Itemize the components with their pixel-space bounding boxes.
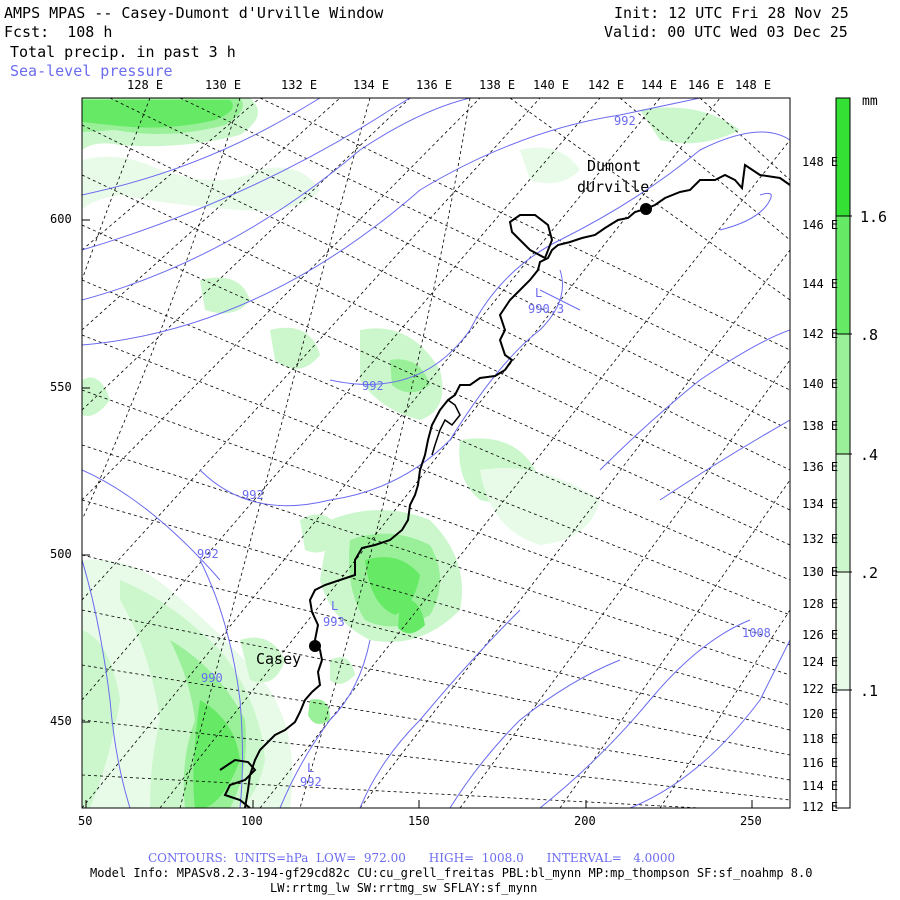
- y-tick-500: 500: [50, 547, 72, 561]
- x-tick-250: 250: [740, 814, 762, 828]
- colorbar: [835, 97, 852, 809]
- right-lon-tick: 120 E: [802, 707, 839, 721]
- right-lon-tick: 116 E: [802, 756, 839, 770]
- top-lon-tick: 138 E: [479, 78, 516, 92]
- colorbar-label-4: .2: [860, 564, 879, 582]
- top-lon-tick: 128 E: [127, 78, 164, 92]
- top-lon-tick: 144 E: [641, 78, 678, 92]
- colorbar-label-5: .1: [860, 682, 879, 700]
- right-lon-tick: 140 E: [802, 377, 839, 391]
- casey-label: Casey: [256, 650, 302, 668]
- x-tick-100: 100: [241, 814, 263, 828]
- right-lon-tick: 126 E: [802, 628, 839, 642]
- colorbar-swatch-1: [836, 98, 850, 216]
- y-tick-600: 600: [50, 212, 72, 226]
- right-lon-tick: 146 E: [802, 218, 839, 232]
- colorbar-label-3: .4: [860, 446, 879, 464]
- casey-station-dot: [309, 640, 321, 652]
- top-lon-tick: 136 E: [416, 78, 453, 92]
- low-marker: L: [331, 599, 339, 613]
- low-marker: L: [535, 286, 543, 300]
- right-lon-tick: 128 E: [802, 597, 839, 611]
- colorbar-label-1: 1.6: [860, 208, 888, 226]
- top-lon-tick: 140 E: [533, 78, 570, 92]
- right-lon-tick: 132 E: [802, 532, 839, 546]
- right-lon-tick: 118 E: [802, 732, 839, 746]
- contour-info: CONTOURS: UNITS=hPa LOW= 972.00 HIGH= 10…: [148, 851, 676, 865]
- contour-label: 992: [300, 775, 322, 789]
- right-lon-tick: 134 E: [802, 497, 839, 511]
- right-lon-tick: 138 E: [802, 419, 839, 433]
- coastline-inner: [431, 399, 461, 456]
- x-tick-150: 150: [408, 814, 430, 828]
- top-lon-tick: 146 E: [688, 78, 725, 92]
- right-lon-tick: 142 E: [802, 327, 839, 341]
- map-frame: [81, 97, 791, 809]
- right-lon-tick: 124 E: [802, 655, 839, 669]
- coastline-island: [508, 214, 554, 260]
- model-info-2: LW:rrtmg_lw SW:rrtmg_sw SFLAY:sf_mynn: [270, 881, 538, 895]
- x-tick-200: 200: [574, 814, 596, 828]
- contour-label: 992: [242, 488, 264, 502]
- field-name: Total precip. in past 3 h: [10, 43, 236, 61]
- top-lon-tick: 130 E: [205, 78, 242, 92]
- init-time: Init: 12 UTC Fri 28 Nov 25: [614, 4, 849, 22]
- dumont-label: Dumont: [587, 157, 642, 175]
- right-lon-tick: 130 E: [802, 565, 839, 579]
- colorbar-swatch-5: [836, 572, 850, 690]
- durville-label: dUrville: [577, 178, 650, 196]
- contour-label: 992: [197, 547, 219, 561]
- colorbar-swatch-4: [836, 454, 850, 572]
- contour-label: 992: [362, 379, 384, 393]
- map-title: AMPS MPAS -- Casey-Dumont d'Urville Wind…: [4, 4, 384, 22]
- x-tick-50: 50: [78, 814, 93, 828]
- top-lon-tick: 132 E: [281, 78, 318, 92]
- contour-label: 990.3: [528, 302, 565, 316]
- right-lon-tick: 148 E: [802, 155, 839, 169]
- right-lon-tick: 122 E: [802, 682, 839, 696]
- dumont-station-dot: [640, 203, 652, 215]
- latlon-grid: [82, 98, 790, 808]
- colorbar-label-2: .8: [860, 326, 879, 344]
- top-lon-tick: 134 E: [353, 78, 390, 92]
- overlay-name: Sea-level pressure: [10, 62, 173, 80]
- right-lon-tick: 144 E: [802, 277, 839, 291]
- coastline-shelf: [219, 758, 257, 808]
- top-lon-tick: 142 E: [588, 78, 625, 92]
- right-lon-tick: 114 E: [802, 779, 839, 793]
- contour-label: 993: [323, 615, 345, 629]
- model-info: Model Info: MPASv8.2.3-194-gf29cd82c CU:…: [90, 866, 813, 880]
- y-tick-450: 450: [50, 714, 72, 728]
- y-tick-550: 550: [50, 380, 72, 394]
- right-lon-tick: 136 E: [802, 460, 839, 474]
- valid-time: Valid: 00 UTC Wed 03 Dec 25: [604, 23, 848, 41]
- contour-label: 1008: [742, 626, 771, 640]
- forecast-hour: Fcst: 108 h: [4, 23, 113, 41]
- colorbar-swatch-3: [836, 334, 850, 454]
- low-marker: L: [307, 761, 315, 775]
- precip-shading: [82, 98, 740, 808]
- colorbar-swatch-6: [836, 690, 850, 808]
- colorbar-unit: mm: [862, 94, 878, 109]
- colorbar-swatch-2: [836, 216, 850, 334]
- contour-label: 990: [201, 671, 223, 685]
- pressure-contours: [82, 98, 790, 808]
- contour-label: 992: [614, 114, 636, 128]
- right-lon-tick: 112 E: [802, 800, 839, 814]
- top-lon-tick: 148 E: [735, 78, 772, 92]
